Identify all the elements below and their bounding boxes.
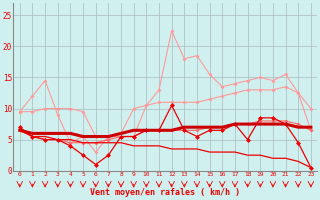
X-axis label: Vent moyen/en rafales ( km/h ): Vent moyen/en rafales ( km/h ): [90, 188, 240, 197]
